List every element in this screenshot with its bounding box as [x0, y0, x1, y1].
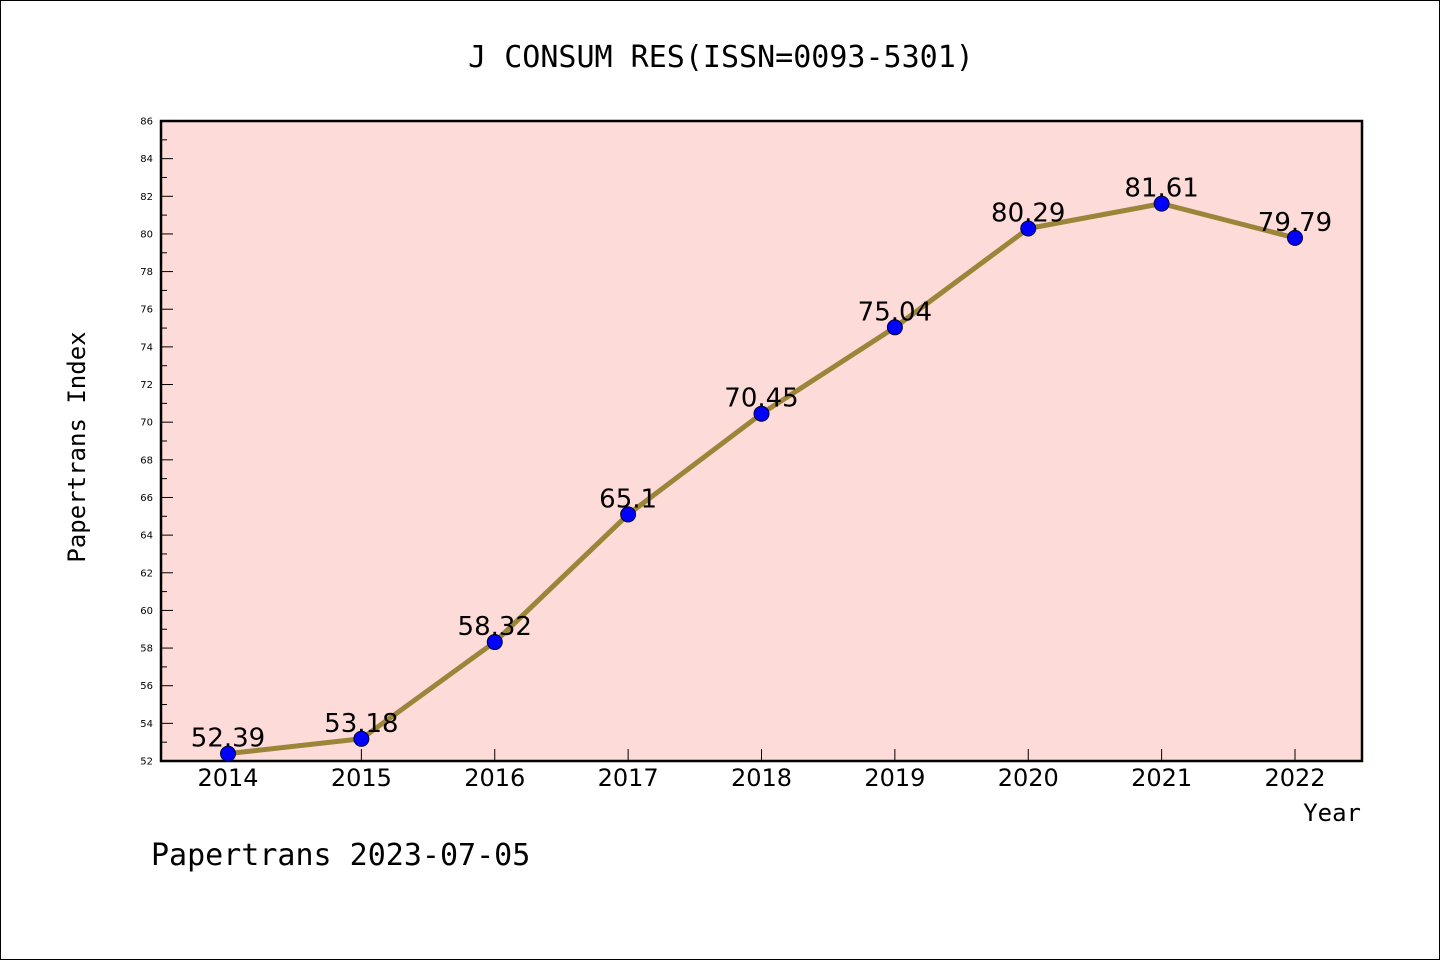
data-label: 52.39 [191, 724, 265, 754]
y-axis: 52 54 56 58 60 62 64 66 68 70 72 74 76 78 80 82 84 86 [140, 117, 173, 768]
y-tick-label: 52 [140, 757, 153, 768]
y-tick-label: 72 [140, 380, 153, 391]
y-tick-label: 60 [140, 606, 153, 617]
series-group [220, 195, 1303, 762]
y-tick-label: 56 [140, 681, 153, 692]
x-axis: 2014 2015 2016 2017 2018 2019 2020 2021 2022 [197, 749, 1326, 792]
x-tick-label: 2014 [197, 764, 258, 792]
data-point [486, 634, 503, 651]
y-tick-label: 82 [140, 192, 153, 203]
y-tick-label: 78 [140, 267, 153, 278]
data-label: 70.45 [724, 384, 798, 414]
data-label: 53.18 [324, 709, 398, 739]
x-tick-label: 2021 [1131, 764, 1192, 792]
y-tick-label: 84 [140, 154, 153, 165]
data-label: 79.79 [1258, 208, 1332, 238]
data-point [1287, 229, 1303, 246]
data-label: 65.1 [599, 484, 657, 514]
x-axis-label: Year [1303, 799, 1361, 827]
data-point [1020, 220, 1037, 237]
x-tick-label: 2020 [998, 764, 1059, 792]
data-label: 80.29 [991, 198, 1065, 228]
y-tick-label: 62 [140, 568, 153, 579]
x-tick-label: 2015 [331, 764, 392, 792]
data-point [620, 506, 637, 523]
y-tick-label: 54 [140, 719, 153, 730]
x-tick-label: 2019 [864, 764, 925, 792]
y-tick-label: 76 [140, 305, 153, 316]
data-point [753, 405, 770, 422]
data-label: 75.04 [858, 297, 932, 327]
y-axis-label: Papertrans Index [63, 331, 91, 562]
data-label: 58.32 [458, 612, 532, 642]
data-point [220, 745, 236, 762]
data-point [353, 730, 370, 747]
x-tick-label: 2016 [464, 764, 525, 792]
data-labels: 52.39 53.18 58.32 65.1 70.45 75.04 80.29 81.61 7… [191, 174, 1332, 754]
chart-title: J CONSUM RES(ISSN=0093-5301) [468, 40, 974, 75]
y-tick-label: 70 [140, 418, 153, 429]
y-tick-label: 64 [140, 531, 153, 542]
x-tick-label: 2022 [1264, 764, 1325, 792]
y-tick-label: 80 [140, 229, 153, 240]
footer-text: Papertrans 2023-07-05 [151, 838, 530, 873]
y-tick-label: 86 [140, 117, 153, 128]
data-point [886, 319, 903, 336]
y-tick-label: 66 [140, 493, 153, 504]
data-point [1153, 195, 1170, 212]
y-tick-label: 68 [140, 455, 153, 466]
x-tick-label: 2017 [598, 764, 659, 792]
plot-area [159, 119, 1364, 763]
y-tick-label: 58 [140, 644, 153, 655]
x-tick-label: 2018 [731, 764, 792, 792]
data-label: 81.61 [1124, 174, 1198, 204]
y-tick-label: 74 [140, 342, 153, 353]
